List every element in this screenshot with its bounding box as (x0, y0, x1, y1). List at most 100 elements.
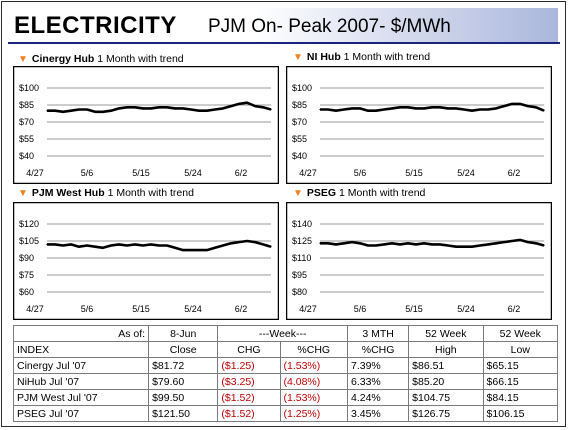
data-point (214, 108, 216, 111)
data-point (62, 111, 64, 113)
cell-pctchg: (1.25%) (279, 405, 348, 422)
x-tick-label: 6/2 (235, 168, 248, 178)
col-pctchg: %CHG (279, 341, 348, 358)
data-point (126, 244, 128, 247)
data-point (343, 242, 345, 244)
as-of-date: 8-Jun (148, 325, 219, 342)
triangle-icon: ▼ (18, 54, 28, 65)
y-tick-label: $105 (19, 236, 39, 246)
data-point (118, 243, 120, 245)
cell-close: $81.72 (148, 357, 219, 374)
data-point (519, 103, 521, 105)
data-point (230, 105, 232, 107)
data-point (262, 243, 264, 245)
y-tick-label: $60 (19, 287, 34, 297)
data-point (94, 246, 96, 248)
page-subtitle: PJM On- Peak 2007- $/MWh (208, 16, 451, 37)
data-point (431, 243, 433, 245)
price-table: As of: 8-Jun ---Week--- 3 MTH 52 Week 52… (12, 325, 559, 422)
data-point (399, 106, 401, 108)
chart-border (286, 66, 552, 184)
data-point (46, 110, 48, 112)
x-tick-label: 5/15 (405, 168, 423, 178)
x-tick-label: 5/6 (81, 304, 94, 314)
data-point (134, 243, 136, 245)
x-tick-label: 5/15 (132, 304, 150, 314)
data-point (383, 243, 385, 245)
data-point (262, 106, 264, 108)
data-point (535, 106, 537, 108)
cell-index: NiHub Jul '07 (12, 373, 150, 390)
x-tick-label: 4/27 (299, 304, 317, 314)
data-point (487, 108, 489, 111)
cell-high: $104.75 (408, 389, 484, 406)
data-point (222, 107, 224, 109)
data-point (391, 107, 393, 109)
cell-chg: ($3.25) (217, 373, 281, 390)
table-header-row: INDEX Close CHG %CHG %CHG High Low (12, 341, 559, 358)
data-point (70, 243, 72, 245)
data-point (511, 103, 513, 105)
cell-high: $126.75 (408, 405, 484, 422)
data-point (423, 242, 425, 244)
data-point (134, 106, 136, 108)
data-point (238, 103, 240, 105)
y-tick-label: $120 (19, 219, 39, 229)
data-point (327, 242, 329, 244)
cell-pctchg: (1.53%) (279, 357, 348, 374)
triangle-icon: ▼ (293, 188, 303, 199)
x-tick-label: 5/6 (81, 168, 94, 178)
data-point (102, 247, 104, 249)
cell-3mth: 7.39% (346, 357, 410, 374)
data-point (158, 244, 160, 247)
data-point (527, 105, 529, 107)
data-point (270, 246, 272, 248)
data-point (78, 246, 80, 248)
data-point (343, 108, 345, 111)
x-tick-label: 5/24 (184, 304, 202, 314)
data-point (415, 107, 417, 109)
cell-low: $84.15 (482, 389, 559, 406)
y-tick-label: $75 (19, 270, 34, 280)
cell-high: $85.20 (408, 373, 484, 390)
x-tick-label: 5/15 (132, 168, 150, 178)
x-tick-label: 6/2 (508, 304, 521, 314)
data-point (62, 244, 64, 247)
cell-chg: ($1.52) (217, 405, 281, 422)
x-tick-label: 6/2 (235, 304, 248, 314)
y-tick-label: $95 (292, 270, 307, 280)
data-point (94, 111, 96, 113)
data-point (431, 106, 433, 108)
data-point (174, 107, 176, 109)
data-point (158, 106, 160, 108)
data-point (86, 108, 88, 111)
week52-low-header: 52 Week (482, 325, 559, 342)
data-point (471, 110, 473, 112)
data-point (238, 241, 240, 243)
data-point (455, 246, 457, 248)
data-point (391, 242, 393, 244)
data-point (182, 107, 184, 109)
data-point (503, 241, 505, 243)
data-point (190, 108, 192, 111)
cell-pctchg: (4.08%) (279, 373, 348, 390)
data-point (198, 110, 200, 112)
data-point (118, 107, 120, 109)
col-low: Low (482, 341, 559, 358)
data-point (246, 102, 248, 104)
y-tick-label: $110 (292, 253, 311, 263)
data-point (455, 107, 457, 109)
x-tick-label: 6/2 (508, 168, 521, 178)
data-point (367, 244, 369, 247)
data-point (375, 110, 377, 112)
data-point (383, 108, 385, 111)
data-point (511, 240, 513, 242)
data-point (543, 110, 545, 112)
table-header-row: As of: 8-Jun ---Week--- 3 MTH 52 Week 52… (12, 325, 559, 342)
col-close: Close (148, 341, 219, 358)
data-point (142, 244, 144, 247)
data-point (351, 241, 353, 243)
y-tick-label: $70 (292, 117, 307, 127)
three-month-header: 3 MTH (346, 325, 410, 342)
cell-close: $79.60 (148, 373, 219, 390)
